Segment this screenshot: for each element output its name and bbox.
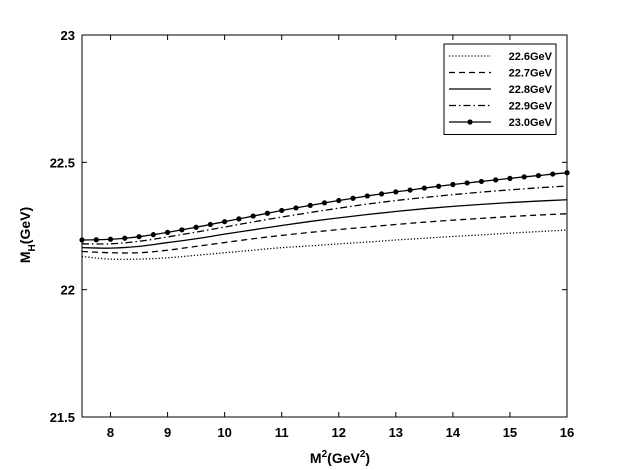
series-point (179, 227, 185, 233)
series-line-23.0GeV (81, 172, 568, 241)
y-tick-label: 23 (61, 28, 75, 43)
x-tick-label: 11 (275, 425, 289, 440)
series-point (150, 232, 156, 238)
axis-ticks: 8 9 10 11 12 13 14 15 16 21.5 22 22.5 23 (50, 28, 575, 440)
series-point (364, 193, 370, 199)
x-tick-label: 8 (107, 425, 114, 440)
series-line-22.6GeV (81, 229, 568, 260)
series-point (407, 187, 413, 193)
plot-frame (81, 34, 568, 418)
x-axis-label-sup: 2 (322, 449, 328, 460)
series-point (393, 189, 399, 195)
series-point (107, 236, 114, 242)
series-point (521, 174, 527, 180)
legend-label: 22.9GeV (509, 101, 553, 113)
series-point (93, 237, 99, 243)
plot-data (79, 170, 570, 260)
x-tick-label: 15 (503, 425, 517, 440)
series-point (207, 221, 213, 228)
series-point (321, 200, 328, 206)
x-axis-label: M2(GeV2) (310, 449, 370, 466)
series-point (350, 195, 356, 201)
series-point (493, 177, 499, 183)
y-axis-label-rest: (GeV) (17, 207, 33, 244)
y-axis-label-base: M (17, 251, 33, 263)
series-point (307, 202, 313, 208)
series-point (336, 197, 342, 204)
series-point (250, 213, 256, 219)
series-point (293, 205, 299, 211)
legend-marker (467, 119, 473, 125)
x-tick-label: 12 (332, 425, 346, 440)
y-tick-label: 22 (61, 283, 75, 298)
x-axis-label-open: (GeV (327, 450, 360, 466)
series-point (279, 207, 285, 214)
series-point (507, 175, 513, 181)
x-tick-label: 10 (217, 425, 231, 440)
legend-label: 22.6GeV (509, 51, 553, 63)
series-point (236, 216, 242, 222)
series-point (193, 224, 199, 230)
legend: 22.6GeV 22.7GeV 22.8GeV 22.9GeV 23.0GeV (443, 43, 557, 135)
x-tick-label: 13 (389, 425, 403, 440)
series-point (450, 181, 456, 188)
x-tick-label: 16 (560, 425, 574, 440)
series-point (264, 210, 271, 216)
y-tick-label: 22.5 (50, 155, 75, 170)
x-axis-label-base: M (310, 450, 322, 466)
legend-label: 22.8GeV (509, 84, 553, 96)
y-tick-label: 21.5 (50, 410, 75, 425)
series-point (550, 171, 556, 177)
series-line-22.8GeV (81, 199, 568, 249)
series-point (464, 180, 470, 186)
series-point (535, 172, 542, 179)
series-point (478, 178, 485, 185)
series-point (436, 183, 442, 189)
legend-label: 22.7GeV (509, 68, 553, 80)
series-point (378, 191, 385, 197)
series-line-22.7GeV (81, 213, 568, 254)
y-axis-label-sub: H (27, 244, 38, 251)
x-axis-label-close: ) (365, 450, 370, 466)
series-point (421, 185, 427, 191)
x-tick-label: 9 (164, 425, 171, 440)
x-axis-label-sup2: 2 (360, 449, 366, 460)
y-axis-label: MH(GeV) (17, 207, 38, 263)
series-point (122, 235, 128, 241)
series-point (222, 219, 228, 225)
series-line-22.9GeV (81, 185, 568, 245)
legend-label: 23.0GeV (509, 117, 553, 129)
x-tick-label: 14 (446, 425, 461, 440)
series-point (164, 229, 171, 235)
series-point (136, 234, 142, 240)
